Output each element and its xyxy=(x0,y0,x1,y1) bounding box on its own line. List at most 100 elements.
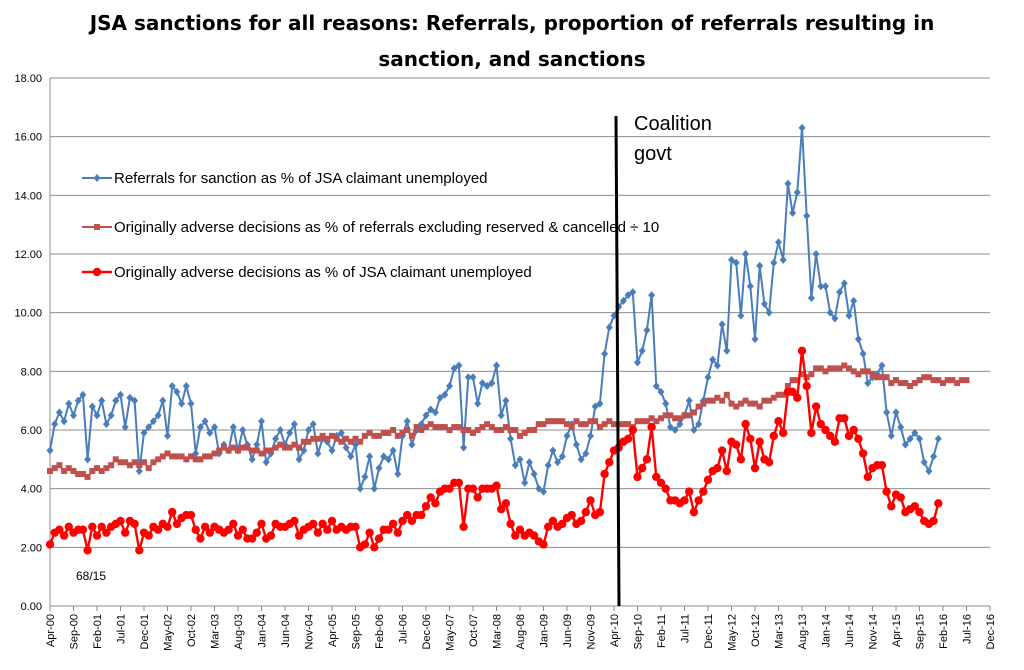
data-point xyxy=(239,444,246,451)
data-point xyxy=(384,455,392,464)
data-point xyxy=(512,427,519,433)
data-point xyxy=(836,365,843,372)
data-point xyxy=(930,377,937,384)
data-point xyxy=(596,424,603,431)
data-point xyxy=(511,531,520,540)
data-point xyxy=(925,374,932,381)
data-point xyxy=(102,420,110,429)
data-point xyxy=(191,525,200,534)
data-point xyxy=(756,403,763,410)
data-point xyxy=(366,452,374,461)
data-point xyxy=(831,365,838,372)
data-point xyxy=(201,417,209,426)
data-point xyxy=(384,525,393,534)
data-point xyxy=(840,279,848,288)
x-tick-label: Sep-05 xyxy=(351,614,363,649)
data-point xyxy=(187,399,195,408)
data-point xyxy=(816,419,825,429)
data-point xyxy=(506,519,515,529)
data-point xyxy=(854,335,862,344)
data-point xyxy=(690,409,697,416)
data-point xyxy=(498,427,505,433)
data-point xyxy=(347,438,354,445)
data-point xyxy=(714,394,721,401)
data-point xyxy=(376,432,382,439)
data-point xyxy=(169,453,176,460)
data-point xyxy=(131,396,139,405)
data-point xyxy=(446,427,453,433)
data-point xyxy=(794,377,801,384)
data-point xyxy=(765,308,773,317)
data-point xyxy=(661,484,670,493)
data-point xyxy=(869,371,876,378)
data-point xyxy=(817,282,825,291)
data-point xyxy=(784,383,791,389)
x-tick-label: Mar-03 xyxy=(210,614,222,649)
data-point xyxy=(258,450,265,457)
data-point xyxy=(88,402,96,411)
legend-item-1: Referrals for sanction as % of JSA claim… xyxy=(82,170,488,187)
data-point xyxy=(517,432,523,439)
data-point xyxy=(253,447,260,454)
data-point xyxy=(211,450,218,457)
x-tick-label: Sep-15 xyxy=(915,614,927,649)
data-point xyxy=(954,380,961,387)
data-point xyxy=(327,516,337,526)
data-point xyxy=(98,468,105,475)
data-point xyxy=(361,432,368,439)
data-point xyxy=(629,288,637,297)
data-point xyxy=(595,507,605,517)
data-point xyxy=(581,507,590,517)
data-point xyxy=(605,323,613,332)
x-tick-label: May-12 xyxy=(727,614,739,651)
data-point xyxy=(422,411,430,420)
data-point xyxy=(164,450,171,457)
x-tick-label: Aug-08 xyxy=(515,614,527,649)
data-point xyxy=(460,427,467,433)
data-point xyxy=(319,432,326,439)
x-tick-label: Aug-13 xyxy=(797,614,809,649)
data-point xyxy=(286,444,293,451)
data-point xyxy=(887,502,896,511)
data-point xyxy=(789,208,797,217)
data-point xyxy=(676,420,684,429)
data-point xyxy=(689,507,699,517)
data-point xyxy=(944,377,951,384)
legend-label: Originally adverse decisions as % of ref… xyxy=(114,219,659,236)
data-point xyxy=(657,387,665,396)
data-point xyxy=(685,396,693,405)
data-point xyxy=(680,496,689,505)
data-point xyxy=(432,424,439,431)
data-point xyxy=(497,505,506,514)
y-tick-label: 8.00 xyxy=(21,366,42,378)
data-point xyxy=(784,179,792,188)
data-point xyxy=(793,188,801,197)
data-point xyxy=(135,546,144,555)
y-tick-label: 4.00 xyxy=(21,484,42,496)
data-point xyxy=(357,438,364,445)
data-point xyxy=(258,417,265,426)
data-point xyxy=(600,469,609,479)
data-point xyxy=(173,387,181,396)
data-point xyxy=(404,427,411,433)
x-tick-label: Apr-00 xyxy=(45,614,57,647)
data-point xyxy=(830,437,840,446)
data-point xyxy=(388,519,398,529)
data-point xyxy=(854,434,863,443)
data-point xyxy=(750,463,760,473)
series-layer xyxy=(45,123,970,555)
data-point xyxy=(827,365,834,372)
data-point xyxy=(183,456,190,463)
data-point xyxy=(717,446,727,455)
data-point xyxy=(479,424,486,431)
data-point xyxy=(582,449,590,458)
data-point xyxy=(742,397,749,404)
data-point xyxy=(531,427,538,433)
x-tick-label: Oct-12 xyxy=(750,614,762,647)
data-point xyxy=(788,387,797,397)
data-point xyxy=(549,446,557,455)
data-point xyxy=(728,255,735,264)
data-point xyxy=(746,282,754,291)
data-point xyxy=(620,421,627,428)
data-point xyxy=(60,417,68,426)
